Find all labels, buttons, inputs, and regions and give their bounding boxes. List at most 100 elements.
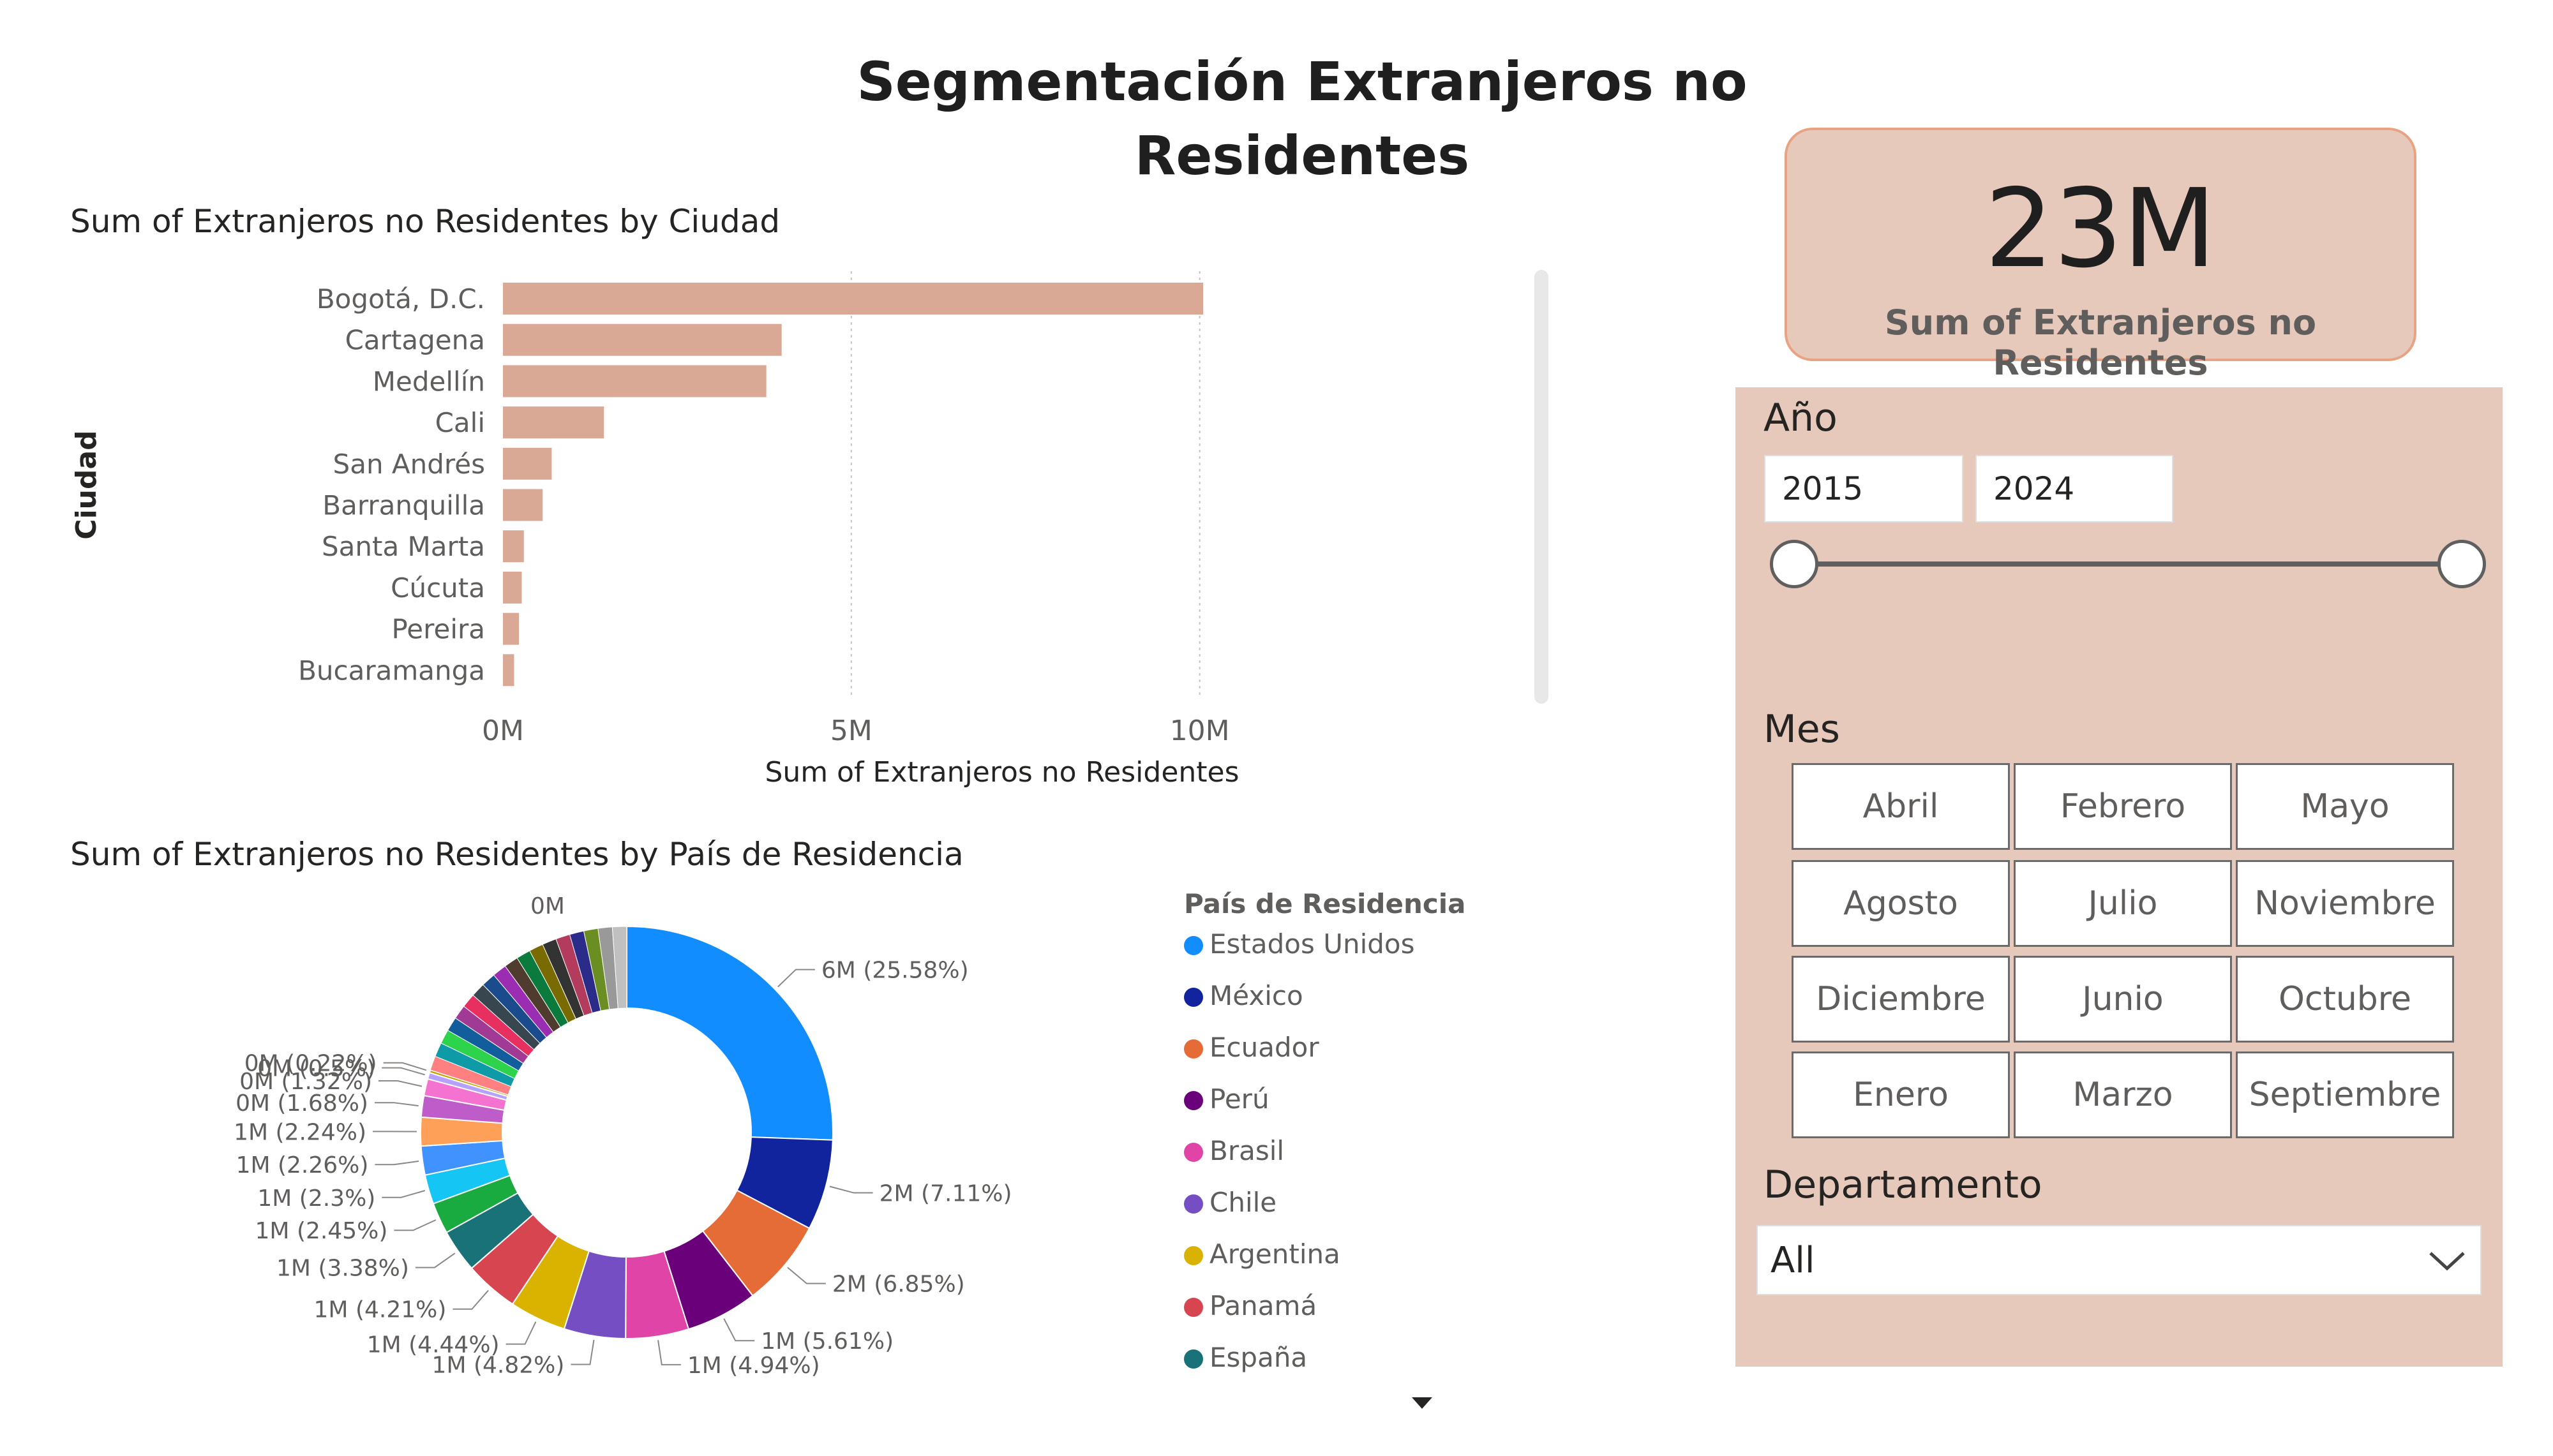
month-button-octubre[interactable]: Octubre [2236,956,2454,1043]
month-button-marzo[interactable]: Marzo [2014,1051,2232,1138]
kpi-card: 23M Sum of Extranjeros no Residentes [1785,128,2416,383]
y-category-label: Medellín [373,366,485,397]
bar [503,283,1204,315]
legend-label: Brasil [1209,1135,1285,1166]
data-label: 1M (2.26%) [236,1152,369,1178]
month-button-julio[interactable]: Julio [2014,860,2232,947]
legend-label: Estados Unidos [1209,928,1415,960]
legend-marker-icon [1184,936,1203,955]
year-slider-track[interactable] [1795,561,2464,567]
leader-line [415,1252,456,1268]
y-category-label: Cartagena [345,325,485,356]
year-end-input[interactable]: 2024 [1975,455,2173,523]
bar-chart-title: Sum of Extranjeros no Residentes by Ciud… [70,203,781,240]
legend-label: Ecuador [1209,1032,1319,1063]
legend-item[interactable]: México [1184,980,1303,1011]
legend-marker-icon [1184,1349,1203,1369]
leader-line [657,1340,681,1365]
department-slicer-heading: Departamento [1763,1163,2042,1207]
legend-marker-icon [1184,1194,1203,1214]
data-label: 1M (3.38%) [276,1256,409,1282]
x-tick-label: 10M [1170,715,1230,747]
data-label: 1M (4.21%) [314,1297,447,1323]
data-label: 1M (4.94%) [687,1353,820,1379]
month-button-mayo[interactable]: Mayo [2236,763,2454,850]
legend-item[interactable]: Panamá [1184,1290,1317,1321]
leader-line [571,1339,595,1365]
legend-item[interactable]: Ecuador [1184,1032,1319,1063]
page-title: Segmentación Extranjeros no Residentes [857,50,1748,187]
data-label: 0M (1.68%) [236,1090,368,1117]
month-button-septiembre[interactable]: Septiembre [2236,1051,2454,1138]
year-slider-end-handle[interactable] [2437,540,2486,588]
x-axis-title: Sum of Extranjeros no Residentes [765,756,1239,789]
legend-marker-icon [1184,1143,1203,1162]
y-category-label: Barranquilla [322,490,485,521]
legend-marker-icon [1184,1298,1203,1317]
legend-label: Panamá [1209,1290,1317,1321]
bar [503,365,767,397]
legend-item[interactable]: Estados Unidos [1184,928,1414,960]
month-button-febrero[interactable]: Febrero [2014,763,2232,850]
data-label: 1M (2.3%) [257,1185,375,1212]
leader-line [723,1318,755,1342]
data-label: 0M [530,893,565,919]
y-axis-title: Ciudad [70,430,103,539]
legend-label: Chile [1209,1187,1277,1218]
month-button-junio[interactable]: Junio [2014,956,2232,1043]
legend-item[interactable]: Argentina [1184,1238,1340,1270]
bar [503,654,514,687]
legend-marker-icon [1184,1246,1203,1265]
data-label: 1M (5.61%) [761,1328,894,1355]
donut-chart[interactable]: 6M (25.58%) 2M (7.11%) 2M (6.85%) 1M (5.61%… [0,0,1723,1456]
data-label: 0M (1.32%) [239,1069,372,1095]
y-category-label: Cúcuta [391,572,485,604]
data-label: 1M (4.44%) [367,1332,500,1358]
bar [503,530,524,563]
y-category-label: Cali [435,407,485,438]
leader-line [374,1102,419,1107]
month-slicer-heading: Mes [1763,707,1840,752]
kpi-value: 23M [1984,166,2217,292]
month-button-noviembre[interactable]: Noviembre [2236,860,2454,947]
month-button-enero[interactable]: Enero [1792,1051,2010,1138]
y-category-label: Bogotá, D.C. [317,283,485,315]
department-dropdown[interactable]: All [1756,1225,2482,1295]
y-category-label: San Andrés [333,449,485,480]
data-label: 1M (4.82%) [432,1352,565,1378]
legend-item[interactable]: España [1184,1342,1307,1373]
month-button-agosto[interactable]: Agosto [1792,860,2010,947]
legend-item[interactable]: Chile [1184,1187,1276,1218]
y-category-label: Pereira [391,614,485,645]
month-button-diciembre[interactable]: Diciembre [1792,956,2010,1043]
caret-down-icon[interactable] [1412,1397,1432,1409]
scrollbar-track [1534,270,1548,704]
year-slider-start-handle[interactable] [1770,540,1818,588]
data-label: 6M (25.58%) [821,958,969,984]
data-label: 0M (0.22%) [244,1051,377,1077]
x-tick-label: 0M [482,715,524,747]
legend-item[interactable]: Brasil [1184,1135,1284,1166]
department-value: All [1771,1240,1815,1281]
legend-label: Argentina [1209,1238,1340,1270]
data-label: 1M (2.24%) [234,1119,366,1145]
bar-chart[interactable]: 0M 5M 10M Bogotá, D.C. Cartagena Medellín Cali… [0,0,1723,829]
leader-line [382,1190,426,1198]
year-start-input[interactable]: 2015 [1764,455,1963,523]
legend-label: Perú [1209,1083,1269,1115]
bar [503,571,522,604]
legend-label: México [1209,980,1303,1011]
leader-line [787,1267,826,1284]
leader-line [383,1062,427,1071]
donut-chart-title: Sum of Extranjeros no Residentes by País… [70,836,964,873]
legend-item[interactable]: Perú [1184,1083,1269,1115]
month-button-abril[interactable]: Abril [1792,763,2010,850]
x-tick-label: 5M [830,715,872,747]
data-label: 1M (2.45%) [255,1218,388,1244]
bar [503,489,543,521]
legend-label: España [1209,1342,1308,1373]
chevron-down-icon[interactable] [2428,1249,2466,1272]
legend-title: País de Residencia [1184,888,1466,919]
leader-line [382,1067,425,1076]
kpi-label: Sum of Extranjeros no Residentes [1884,302,2317,383]
